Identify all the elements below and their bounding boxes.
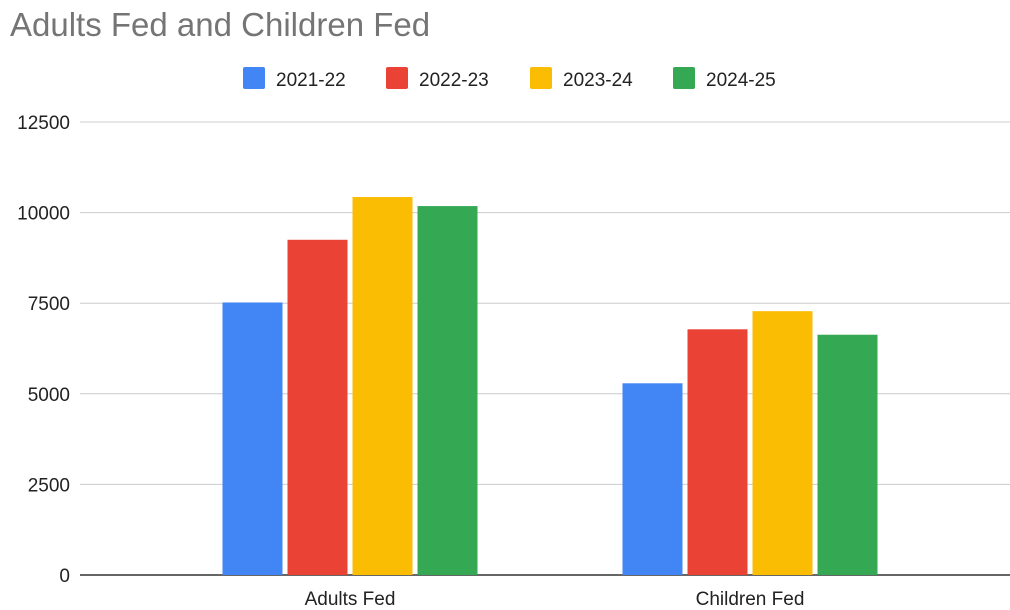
legend-swatch bbox=[673, 67, 695, 89]
bars bbox=[222, 197, 878, 576]
legend-label: 2023-24 bbox=[563, 70, 633, 91]
y-tick-label: 0 bbox=[59, 566, 70, 587]
legend-swatch bbox=[530, 67, 552, 89]
y-tick-label: 12500 bbox=[17, 113, 70, 134]
x-tick-label: Adults Fed bbox=[305, 589, 396, 605]
y-tick-label: 2500 bbox=[28, 475, 70, 496]
bar-2021-22-children-fed bbox=[622, 383, 683, 575]
legend-label: 2024-25 bbox=[706, 70, 776, 91]
bar-2022-23-children-fed bbox=[687, 329, 748, 575]
bar-2023-24-children-fed bbox=[752, 311, 813, 575]
y-tick-label: 5000 bbox=[28, 385, 70, 406]
y-axis-ticks: 0 2500 5000 7500 10000 12500 bbox=[17, 113, 70, 587]
legend: 2021-22 2022-23 2023-24 2024-25 bbox=[243, 67, 776, 91]
bar-2023-24-adults-fed bbox=[352, 197, 413, 576]
bar-2024-25-children-fed bbox=[817, 334, 878, 575]
chart-title: Adults Fed and Children Fed bbox=[10, 6, 431, 43]
bar-2022-23-adults-fed bbox=[287, 239, 348, 575]
bar-2024-25-adults-fed bbox=[417, 206, 478, 576]
legend-swatch bbox=[386, 67, 408, 89]
legend-label: 2021-22 bbox=[276, 70, 346, 91]
y-tick-label: 7500 bbox=[28, 294, 70, 315]
legend-label: 2022-23 bbox=[419, 70, 489, 91]
x-tick-label: Children Fed bbox=[696, 589, 805, 605]
legend-swatch bbox=[243, 67, 265, 89]
y-tick-label: 10000 bbox=[17, 204, 70, 225]
x-axis-ticks: Adults Fed Children Fed bbox=[305, 589, 805, 610]
bar-2021-22-adults-fed bbox=[222, 302, 283, 575]
